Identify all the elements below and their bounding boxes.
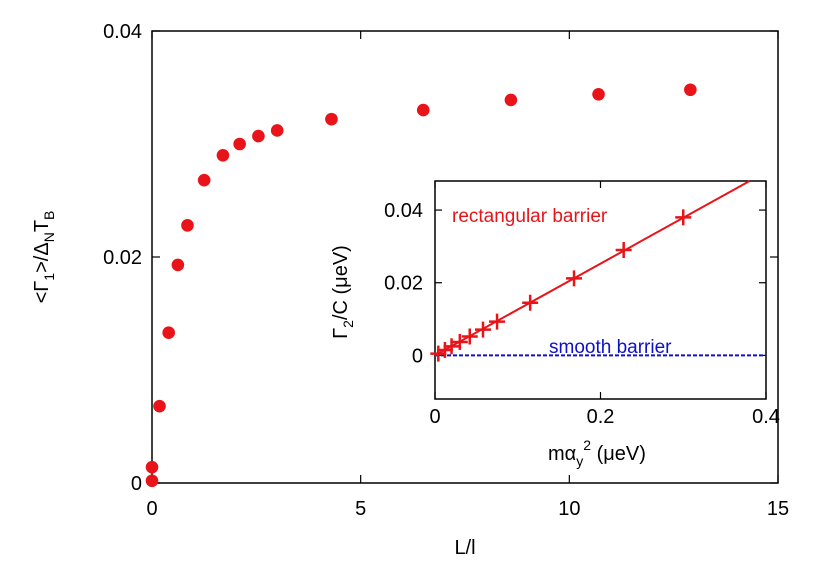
inset-points bbox=[430, 209, 692, 362]
inset-data-point bbox=[566, 270, 583, 287]
main-x-tick-label: 0 bbox=[146, 498, 157, 520]
main-x-axis-label: L/l bbox=[454, 537, 475, 559]
main-data-point bbox=[504, 93, 518, 107]
main-y-axis-label: <Γ1>/ΔNTB bbox=[31, 211, 57, 304]
inset-data-point bbox=[430, 345, 447, 362]
main-data-point bbox=[181, 219, 194, 232]
inset-data-point bbox=[675, 209, 692, 226]
main-data-point bbox=[145, 474, 159, 488]
inset-data-point bbox=[474, 321, 491, 338]
inset-data-point bbox=[436, 341, 453, 358]
inset-y-label-G: Γ bbox=[330, 328, 352, 339]
main-data-point bbox=[197, 173, 211, 187]
y-label-sub1: 1 bbox=[41, 273, 57, 281]
inset-plot-frame bbox=[434, 180, 767, 400]
main-data-point bbox=[592, 87, 605, 101]
main-data-point bbox=[216, 149, 230, 162]
main-data-point bbox=[171, 258, 185, 272]
main-data-point bbox=[153, 399, 166, 413]
main-data-point bbox=[162, 326, 175, 340]
inset-y-tick-label: 0.02 bbox=[384, 273, 423, 295]
inset-y-tick-label: 0 bbox=[412, 345, 423, 367]
annotation-smooth-barrier: smooth barrier bbox=[549, 337, 672, 358]
inset-x-label-m: mα bbox=[548, 443, 576, 465]
inset-y-label-rest: /C (μeV) bbox=[330, 245, 352, 320]
main-y-tick-label: 0.02 bbox=[103, 247, 142, 269]
y-label-mid: >/Δ bbox=[31, 242, 53, 273]
main-data-point bbox=[270, 124, 284, 137]
inset-y-axis-label: Γ2/C (μeV) bbox=[330, 245, 356, 339]
main-data-point bbox=[252, 129, 265, 143]
annotation-rectangular-barrier: rectangular barrier bbox=[452, 206, 608, 227]
y-label-sub2: N bbox=[41, 232, 57, 242]
inset-x-label-unit: (μeV) bbox=[591, 443, 646, 465]
inset-data-point bbox=[522, 294, 539, 311]
main-x-tick-label: 15 bbox=[767, 498, 789, 520]
main-y-tick-label: 0 bbox=[131, 473, 142, 495]
inset-y-label-sub: 2 bbox=[340, 320, 356, 328]
main-y-tick-label: 0.04 bbox=[103, 21, 142, 43]
inset-data-point bbox=[489, 313, 506, 330]
inset-data-point bbox=[461, 328, 478, 345]
inset-data-point bbox=[443, 338, 460, 355]
main-data-point bbox=[233, 137, 246, 151]
inset-x-axis-label: mαy2 (μeV) bbox=[548, 437, 646, 469]
inset-ticks: 0 0.2 0.4 0 0.02 0.04 bbox=[384, 181, 780, 428]
main-points bbox=[145, 83, 697, 488]
inset-x-tick-label: 0.2 bbox=[587, 406, 615, 428]
inset-x-tick-label: 0.4 bbox=[752, 406, 780, 428]
inset-x-label-sup: 2 bbox=[583, 437, 591, 453]
main-ticks: 0 5 10 15 0 0.02 0.04 bbox=[103, 21, 789, 520]
inset-lines bbox=[434, 180, 766, 357]
y-label-T: T bbox=[31, 220, 53, 232]
inset-data-point bbox=[615, 242, 632, 259]
main-data-point bbox=[145, 460, 159, 474]
y-label-open: <Γ bbox=[31, 281, 53, 304]
main-data-point bbox=[416, 103, 430, 117]
main-x-tick-label: 10 bbox=[558, 498, 580, 520]
main-x-tick-label: 5 bbox=[355, 498, 366, 520]
inset-data-point bbox=[451, 333, 468, 350]
y-label-sub3: B bbox=[41, 211, 57, 220]
inset-x-tick-label: 0 bbox=[429, 406, 440, 428]
rectangular-barrier-fit-line bbox=[434, 180, 751, 357]
inset-y-tick-label: 0.04 bbox=[384, 200, 423, 222]
main-data-point bbox=[684, 83, 697, 97]
main-data-point bbox=[325, 112, 338, 126]
inset-x-label-sub: y bbox=[576, 453, 583, 469]
